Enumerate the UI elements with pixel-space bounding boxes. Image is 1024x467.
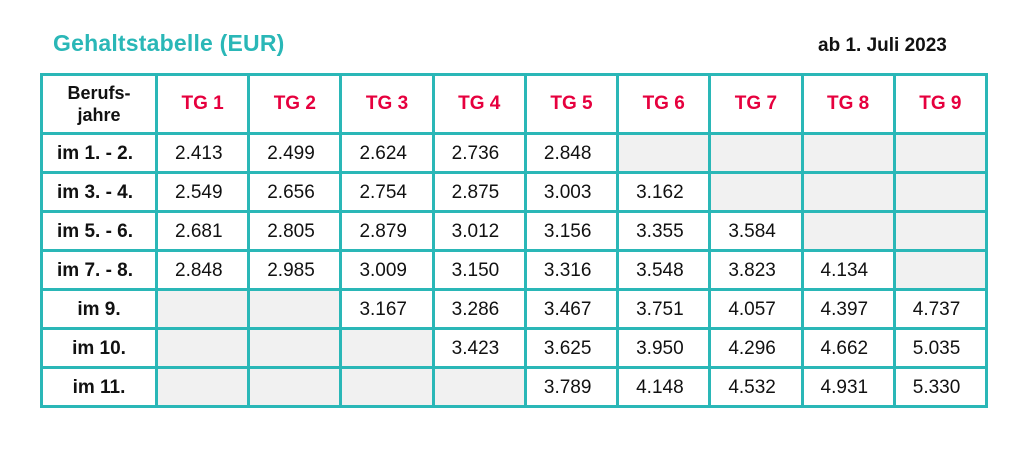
table-row: im 9. 3.167 3.286 3.467 3.751 4.057 4.397 4.737 [40,288,989,330]
salary-cell: 3.950 [616,327,712,369]
salary-cell: 3.625 [523,327,620,369]
years-header-line1: Berufs- [67,83,131,103]
salary-cell: 2.624 [339,132,435,174]
table-row: im 1. - 2. 2.413 2.499 2.624 2.736 2.848 [40,132,989,174]
salary-cell: 3.467 [523,288,620,330]
salary-cell: 4.737 [892,288,989,330]
empty-cell [154,288,251,330]
salary-cell: 4.397 [800,288,896,330]
salary-cell: 2.875 [431,171,527,213]
empty-cell [431,366,527,408]
table-row: im 11. 3.789 4.148 4.532 4.931 5.330 [40,366,989,408]
empty-cell [616,132,712,174]
column-header-tg6: TG 6 [616,73,712,135]
salary-cell: 2.754 [339,171,435,213]
row-label: im 1. - 2. [40,132,158,174]
empty-cell [892,249,989,291]
salary-cell: 2.681 [154,210,251,252]
empty-cell [800,171,896,213]
row-label: im 9. [40,288,158,330]
table-row: im 7. - 8. 2.848 2.985 3.009 3.150 3.316 3.548… [40,249,989,291]
row-label: im 3. - 4. [40,171,158,213]
years-header-line2: jahre [77,105,121,125]
salary-cell: 3.003 [523,171,620,213]
salary-cell: 2.736 [431,132,527,174]
salary-cell: 3.789 [523,366,620,408]
table-body: im 1. - 2. 2.413 2.499 2.624 2.736 2.848 im 3.… [40,132,989,408]
salary-cell: 4.532 [708,366,804,408]
salary-cell: 5.330 [892,366,989,408]
salary-cell: 3.823 [708,249,804,291]
empty-cell [154,366,251,408]
salary-cell: 3.012 [431,210,527,252]
empty-cell [892,132,989,174]
column-header-tg8: TG 8 [800,73,896,135]
salary-cell: 2.848 [154,249,251,291]
salary-cell: 4.931 [800,366,896,408]
column-header-tg4: TG 4 [431,73,527,135]
empty-cell [247,366,343,408]
column-header-tg2: TG 2 [247,73,343,135]
salary-cell: 4.662 [800,327,896,369]
row-label: im 7. - 8. [40,249,158,291]
row-label: im 11. [40,366,158,408]
column-header-tg9: TG 9 [892,73,989,135]
table-header-row: Berufs- jahre TG 1 TG 2 TG 3 TG 4 TG 5 T… [40,73,989,135]
salary-cell: 4.057 [708,288,804,330]
salary-cell: 3.150 [431,249,527,291]
salary-cell: 3.162 [616,171,712,213]
salary-cell: 2.656 [247,171,343,213]
empty-cell [154,327,251,369]
empty-cell [892,210,989,252]
salary-cell: 3.286 [431,288,527,330]
page-title: Gehaltstabelle (EUR) [53,30,285,56]
salary-cell: 2.879 [339,210,435,252]
empty-cell [800,210,896,252]
row-label: im 5. - 6. [40,210,158,252]
row-label: im 10. [40,327,158,369]
empty-cell [339,327,435,369]
column-header-tg5: TG 5 [523,73,620,135]
salary-cell: 3.584 [708,210,804,252]
years-column-header: Berufs- jahre [40,73,158,135]
salary-cell: 2.549 [154,171,251,213]
column-header-tg7: TG 7 [708,73,804,135]
column-header-tg1: TG 1 [154,73,251,135]
salary-cell: 3.316 [523,249,620,291]
table-row: im 5. - 6. 2.681 2.805 2.879 3.012 3.156 3.355… [40,210,989,252]
salary-cell: 3.156 [523,210,620,252]
valid-from-date: ab 1. Juli 2023 [818,35,947,56]
table-row: im 3. - 4. 2.549 2.656 2.754 2.875 3.003 3.162 [40,171,989,213]
salary-cell: 3.423 [431,327,527,369]
empty-cell [339,366,435,408]
salary-cell: 2.413 [154,132,251,174]
column-header-tg3: TG 3 [339,73,435,135]
empty-cell [247,327,343,369]
salary-cell: 3.751 [616,288,712,330]
salary-cell: 4.296 [708,327,804,369]
salary-cell: 4.134 [800,249,896,291]
salary-cell: 3.548 [616,249,712,291]
salary-cell: 2.985 [247,249,343,291]
empty-cell [800,132,896,174]
salary-cell: 3.167 [339,288,435,330]
salary-cell: 3.355 [616,210,712,252]
empty-cell [708,132,804,174]
empty-cell [708,171,804,213]
salary-cell: 3.009 [339,249,435,291]
table-row: im 10. 3.423 3.625 3.950 4.296 4.662 5.035 [40,327,989,369]
empty-cell [247,288,343,330]
salary-cell: 2.499 [247,132,343,174]
salary-cell: 5.035 [892,327,989,369]
salary-cell: 2.848 [523,132,620,174]
empty-cell [892,171,989,213]
salary-cell: 2.805 [247,210,343,252]
salary-table: Berufs- jahre TG 1 TG 2 TG 3 TG 4 TG 5 T… [40,73,989,408]
salary-cell: 4.148 [616,366,712,408]
